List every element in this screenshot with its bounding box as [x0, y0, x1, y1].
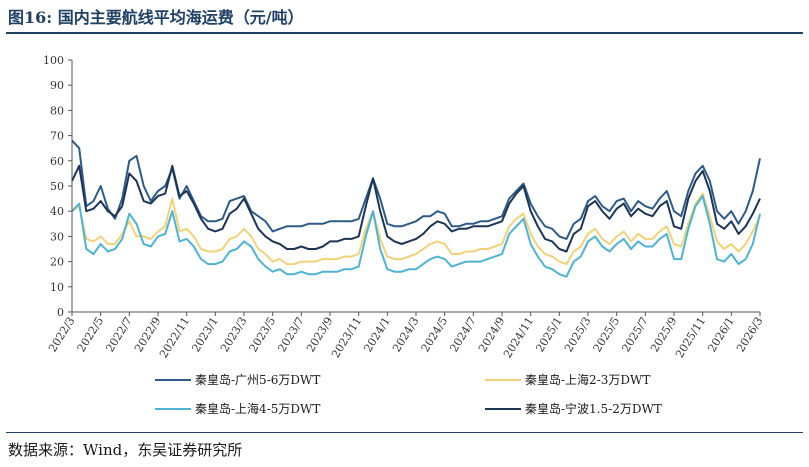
y-tick-label: 100	[43, 54, 64, 67]
x-tick-label: 2025/3	[562, 315, 594, 355]
x-tick-label: 2024/1	[361, 315, 393, 355]
x-tick-label: 2023/1	[189, 315, 221, 355]
y-tick-label: 70	[50, 130, 64, 143]
legend-label-1: 秦皇岛-广州5-6万DWT	[195, 372, 320, 387]
source-note: 数据来源：Wind，东吴证券研究所	[8, 441, 243, 459]
x-tick-label: 2022/3	[46, 315, 78, 355]
figure-title: 图16: 国内主要航线平均海运费（元/吨）	[8, 8, 304, 27]
series-line-1	[71, 139, 761, 240]
legend: 秦皇岛-广州5-6万DWT 秦皇岛-上海2-3万DWT 秦皇岛-上海4-5万DWT 秦…	[155, 372, 662, 416]
y-tick-label: 80	[50, 104, 64, 117]
y-tick-label: 60	[50, 155, 64, 168]
y-tick-label: 40	[50, 205, 64, 218]
x-tick-label: 2022/7	[103, 315, 135, 355]
x-tick-label: 2024/3	[390, 315, 422, 355]
x-tick-label: 2024/9	[476, 315, 508, 355]
plot-area	[71, 139, 761, 278]
x-tick-label: 2025/5	[591, 315, 623, 355]
series-line-2	[71, 192, 761, 266]
x-tick-label: 2023/3	[218, 315, 250, 355]
y-axis: 0 10 20 30 40 50 60 70 80 90 100	[43, 54, 73, 319]
x-tick-label: 2023/9	[304, 315, 336, 355]
x-tick-label: 2026/3	[734, 315, 766, 355]
source-rule	[6, 432, 803, 433]
x-tick-label: 2022/5	[75, 315, 107, 355]
series-line-4	[71, 164, 761, 253]
legend-label-2: 秦皇岛-上海2-3万DWT	[525, 372, 650, 387]
x-tick-label: 2023/5	[247, 315, 279, 355]
series-line-3	[71, 195, 761, 278]
legend-label-3: 秦皇岛-上海4-5万DWT	[195, 401, 320, 416]
x-tick-label: 2026/1	[705, 315, 737, 355]
y-tick-label: 20	[50, 256, 64, 269]
x-tick-label: 2025/1	[533, 315, 565, 355]
y-tick-label: 10	[50, 281, 64, 294]
x-tick-label: 2025/7	[619, 315, 651, 355]
x-axis: 2022/32022/52022/72022/92022/112023/1202…	[46, 311, 766, 360]
x-tick-label: 2025/9	[648, 315, 680, 355]
x-tick-label: 2024/5	[419, 315, 451, 355]
y-tick-label: 30	[50, 230, 64, 243]
x-tick-label: 2023/7	[275, 315, 307, 355]
y-tick-label: 50	[50, 180, 64, 193]
x-tick-label: 2022/9	[132, 315, 164, 355]
y-tick-label: 90	[50, 79, 64, 92]
legend-label-4: 秦皇岛-宁波1.5-2万DWT	[525, 401, 662, 416]
x-tick-label: 2024/7	[447, 315, 479, 355]
title-rule	[6, 32, 803, 34]
y-tick-label: 0	[57, 306, 64, 319]
